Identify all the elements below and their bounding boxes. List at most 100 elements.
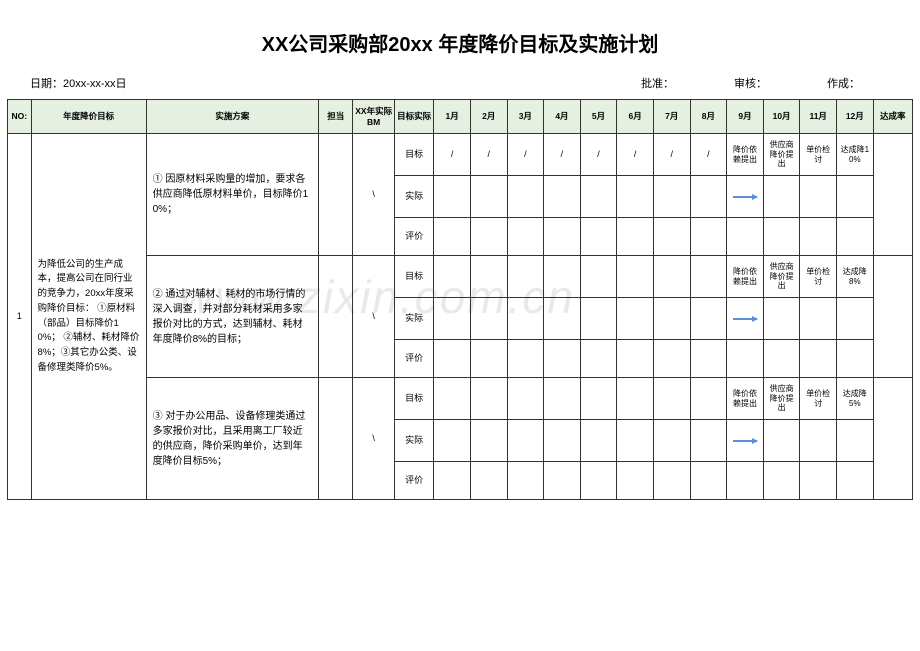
cell-owner-3 xyxy=(319,378,353,500)
h-m1: 1月 xyxy=(434,100,471,134)
cell xyxy=(617,462,654,500)
cell xyxy=(507,420,544,462)
cell xyxy=(653,176,690,218)
h-m12: 12月 xyxy=(837,100,874,134)
cell-m9: 降价依赖提出 xyxy=(727,378,764,420)
h-rate: 达成率 xyxy=(873,100,912,134)
cell-eval-label: 评价 xyxy=(395,218,434,256)
h-plan: 实施方案 xyxy=(146,100,319,134)
table-row: 1 为降低公司的生产成本，提高公司在同行业的竞争力，20xx年度采购降价目标： … xyxy=(8,134,913,176)
cell xyxy=(434,298,471,340)
cell-rate-1 xyxy=(873,134,912,256)
cell xyxy=(690,340,727,378)
cell xyxy=(617,256,654,298)
cell xyxy=(837,420,874,462)
cell-target-label: 目标 xyxy=(395,134,434,176)
review-label: 审核： xyxy=(734,75,767,91)
cell-m11: 单价检讨 xyxy=(800,378,837,420)
cell xyxy=(837,218,874,256)
h-m4: 4月 xyxy=(544,100,581,134)
cell xyxy=(617,420,654,462)
cell xyxy=(544,218,581,256)
h-goal: 年度降价目标 xyxy=(31,100,146,134)
cell xyxy=(653,218,690,256)
cell xyxy=(434,462,471,500)
cell xyxy=(470,176,507,218)
cell xyxy=(727,462,764,500)
cell xyxy=(763,420,800,462)
cell xyxy=(690,462,727,500)
cell-eval-label: 评价 xyxy=(395,462,434,500)
cell xyxy=(690,378,727,420)
cell-arrow xyxy=(727,176,764,218)
cell-actual-label: 实际 xyxy=(395,298,434,340)
cell xyxy=(690,256,727,298)
h-m2: 2月 xyxy=(470,100,507,134)
cell xyxy=(580,218,617,256)
cell xyxy=(544,378,581,420)
cell xyxy=(580,420,617,462)
cell xyxy=(580,340,617,378)
cell xyxy=(544,176,581,218)
cell: / xyxy=(653,134,690,176)
cell-actual-label: 实际 xyxy=(395,176,434,218)
cell-m10: 供应商降价提出 xyxy=(763,134,800,176)
cell xyxy=(617,176,654,218)
cell xyxy=(434,378,471,420)
header-row: NO: 年度降价目标 实施方案 担当 XX年实际BM 目标实际 1月 2月 3月… xyxy=(8,100,913,134)
h-m10: 10月 xyxy=(763,100,800,134)
cell xyxy=(617,298,654,340)
arrow-icon xyxy=(733,440,757,442)
cell xyxy=(690,176,727,218)
h-m6: 6月 xyxy=(617,100,654,134)
cell xyxy=(580,462,617,500)
cell xyxy=(653,298,690,340)
cell xyxy=(544,298,581,340)
approve-label: 批准： xyxy=(641,75,674,91)
cell xyxy=(507,378,544,420)
cell xyxy=(470,340,507,378)
cell-target-label: 目标 xyxy=(395,256,434,298)
author-label: 作成： xyxy=(827,75,860,91)
cell xyxy=(837,340,874,378)
cell xyxy=(580,176,617,218)
cell xyxy=(470,378,507,420)
cell xyxy=(544,256,581,298)
cell xyxy=(727,340,764,378)
cell-m11: 单价检讨 xyxy=(800,134,837,176)
cell-m10: 供应商降价提出 xyxy=(763,256,800,298)
cell-m9: 降价依赖提出 xyxy=(727,256,764,298)
cell xyxy=(507,218,544,256)
cell xyxy=(507,256,544,298)
cell xyxy=(800,298,837,340)
cell xyxy=(580,298,617,340)
cell: / xyxy=(690,134,727,176)
cell xyxy=(470,462,507,500)
cell: / xyxy=(507,134,544,176)
cell: / xyxy=(544,134,581,176)
h-m7: 7月 xyxy=(653,100,690,134)
cell xyxy=(690,218,727,256)
cell xyxy=(837,462,874,500)
h-ta: 目标实际 xyxy=(395,100,434,134)
cell-actual-label: 实际 xyxy=(395,420,434,462)
cell xyxy=(653,462,690,500)
cell xyxy=(800,420,837,462)
cell xyxy=(434,340,471,378)
h-m8: 8月 xyxy=(690,100,727,134)
cell xyxy=(690,420,727,462)
h-m9: 9月 xyxy=(727,100,764,134)
cell xyxy=(434,218,471,256)
arrow-icon xyxy=(733,318,757,320)
cell xyxy=(434,420,471,462)
cell xyxy=(580,256,617,298)
cell-rate-2 xyxy=(873,256,912,378)
cell xyxy=(544,420,581,462)
cell xyxy=(763,340,800,378)
cell: / xyxy=(617,134,654,176)
meta-row: 日期：20xx-xx-xx日 批准： 审核： 作成： xyxy=(0,75,920,99)
cell-m10: 供应商降价提出 xyxy=(763,378,800,420)
cell xyxy=(653,378,690,420)
cell-m12: 达成降5% xyxy=(837,378,874,420)
cell xyxy=(800,218,837,256)
